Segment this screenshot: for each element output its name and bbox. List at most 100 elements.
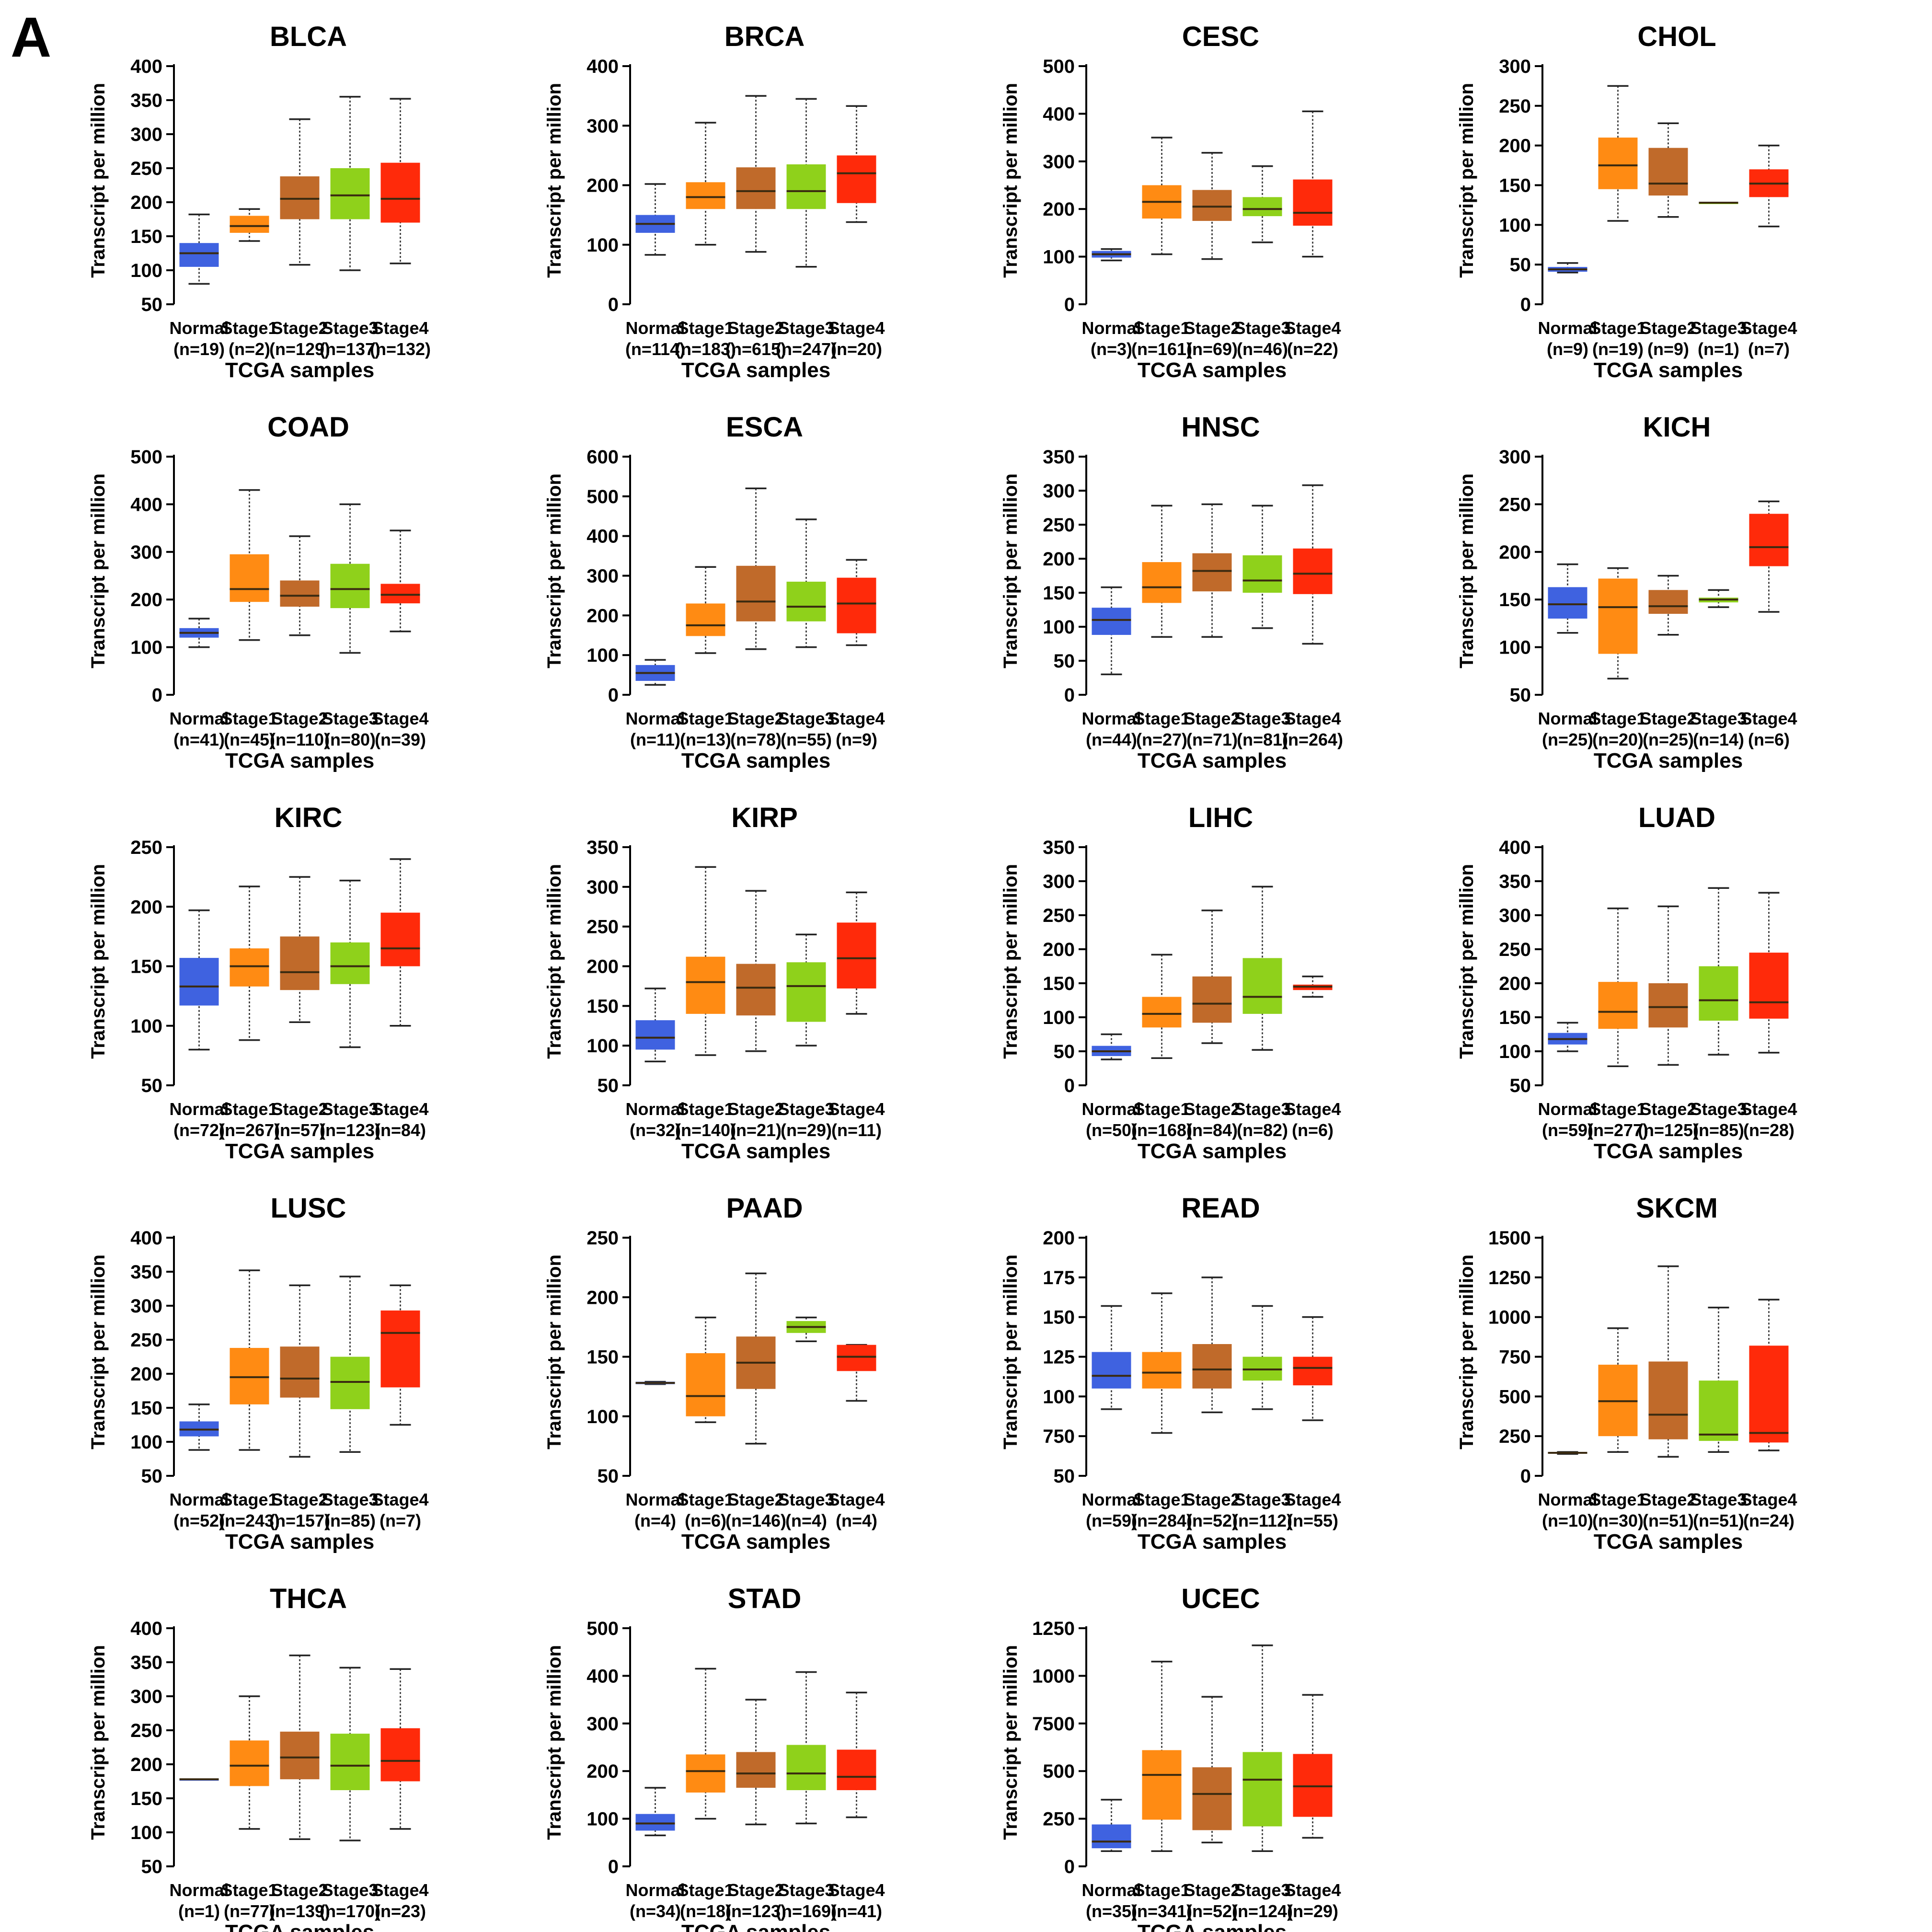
x-n-label: (n=7) <box>1748 339 1790 359</box>
box-stage4 <box>837 1691 876 1818</box>
x-category-label: Stage3 <box>1690 1099 1747 1119</box>
x-category-label: Normal <box>1081 318 1141 338</box>
x-n-label: (n=124) <box>1232 1901 1293 1921</box>
y-tick-label: 50 <box>141 1856 163 1877</box>
iqr-box <box>736 167 776 209</box>
x-n-label: (n=4) <box>634 1511 676 1530</box>
x-n-label: (n=284) <box>1131 1511 1192 1530</box>
iqr-box <box>635 1020 675 1050</box>
y-tick-label: 50 <box>141 294 163 315</box>
y-tick-label: 150 <box>1043 973 1075 994</box>
box-normal <box>635 183 675 256</box>
box-stage2 <box>280 1284 320 1458</box>
y-tick-label: 200 <box>130 897 162 918</box>
chart-title: LIHC <box>1188 802 1253 833</box>
box-stage1 <box>1142 137 1182 255</box>
x-axis-label: TCGA samples <box>681 749 830 772</box>
box-stage1 <box>686 1316 725 1423</box>
iqr-box <box>280 936 320 990</box>
x-category-label: Stage4 <box>372 1880 428 1900</box>
x-category-label: Stage1 <box>1589 1099 1646 1119</box>
x-category-label: Stage3 <box>322 1099 378 1119</box>
iqr-box <box>1192 190 1232 221</box>
x-category-label: Normal <box>625 1490 685 1509</box>
x-category-label: Stage1 <box>1133 318 1190 338</box>
chart-title: KICH <box>1643 412 1711 443</box>
iqr-box <box>1242 958 1282 1014</box>
iqr-box <box>786 581 826 621</box>
box-stage1 <box>230 208 269 242</box>
y-tick-label: 200 <box>586 956 619 978</box>
box-stage3 <box>330 879 370 1048</box>
y-tick-label: 500 <box>1043 56 1075 77</box>
box-stage3 <box>1242 1305 1282 1410</box>
y-axis-label: Transcript per million <box>544 1254 565 1449</box>
y-tick-label: 50 <box>1054 1466 1075 1487</box>
y-tick-label: 200 <box>1499 542 1531 563</box>
y-tick-label: 300 <box>1499 905 1531 926</box>
y-tick-label: 400 <box>1499 837 1531 858</box>
iqr-box <box>1699 1380 1738 1441</box>
iqr-box <box>1242 1752 1282 1827</box>
x-category-label: Stage3 <box>778 318 834 338</box>
chart-blca: BLCA Transcript per million 50 100 150 200 250… <box>88 21 431 382</box>
y-tick-label: 150 <box>586 1347 619 1368</box>
chart-kirp: KIRP Transcript per million 50 100 150 200 250… <box>544 802 885 1163</box>
box-stage3 <box>330 1276 370 1453</box>
y-tick-label: 50 <box>1054 1041 1075 1062</box>
x-n-label: (n=125) <box>1638 1120 1699 1140</box>
chart-title: ESCA <box>726 412 803 443</box>
box-normal <box>179 213 219 285</box>
x-n-label: (n=169) <box>776 1901 837 1921</box>
iqr-box <box>1142 562 1182 603</box>
y-tick-label: 100 <box>130 1822 162 1843</box>
x-category-label: Stage3 <box>778 1099 834 1119</box>
iqr-box <box>1092 608 1131 635</box>
x-category-label: Stage4 <box>1284 318 1341 338</box>
box-normal <box>1092 1033 1131 1060</box>
iqr-box <box>1142 1750 1182 1820</box>
x-n-label: (n=78) <box>730 730 782 749</box>
x-category-label: Stage2 <box>1640 318 1696 338</box>
iqr-box <box>330 168 370 219</box>
box-stage4 <box>837 1344 876 1402</box>
chart-title: CESC <box>1182 21 1259 52</box>
x-category-label: Normal <box>169 318 229 338</box>
y-tick-label: 300 <box>130 542 162 563</box>
chart-title: LUSC <box>271 1193 346 1224</box>
x-n-label: (n=59) <box>1542 1120 1593 1140</box>
x-category-label: Stage2 <box>727 318 784 338</box>
chart-title: KIRP <box>731 802 798 833</box>
iqr-box <box>1598 578 1638 654</box>
y-tick-label: 200 <box>130 589 162 610</box>
box-normal <box>635 988 675 1063</box>
x-axis-label: TCGA samples <box>1138 1139 1287 1163</box>
x-n-label: (n=46) <box>1237 339 1288 359</box>
y-tick-label: 350 <box>1043 837 1075 858</box>
box-stage1 <box>1142 505 1182 638</box>
iqr-box <box>280 176 320 219</box>
box-stage2 <box>1192 909 1232 1044</box>
y-tick-label: 400 <box>130 56 162 77</box>
iqr-box <box>1192 1767 1232 1830</box>
box-stage1 <box>686 122 725 246</box>
box-stage4 <box>1293 976 1333 998</box>
x-category-label: Normal <box>625 1099 685 1119</box>
x-n-label: (n=82) <box>1237 1120 1288 1140</box>
y-tick-label: 250 <box>1499 96 1531 117</box>
y-tick-label: 250 <box>1499 1426 1531 1447</box>
y-tick-label: 50 <box>598 1466 619 1487</box>
y-tick-label: 100 <box>1499 1041 1531 1062</box>
chart-hnsc: HNSC Transcript per million 0 50 100 150 200 25… <box>1000 412 1343 772</box>
box-stage4 <box>1749 500 1789 613</box>
box-normal <box>1092 586 1131 676</box>
box-stage3 <box>330 1667 370 1841</box>
y-tick-label: 125 <box>1043 1347 1075 1368</box>
iqr-box <box>179 243 219 267</box>
box-stage4 <box>837 559 876 646</box>
x-category-label: Stage3 <box>778 709 834 728</box>
x-axis-label: TCGA samples <box>1138 1530 1287 1553</box>
iqr-box <box>837 577 876 633</box>
y-tick-label: 150 <box>1499 1007 1531 1028</box>
y-tick-label: 100 <box>586 645 619 666</box>
